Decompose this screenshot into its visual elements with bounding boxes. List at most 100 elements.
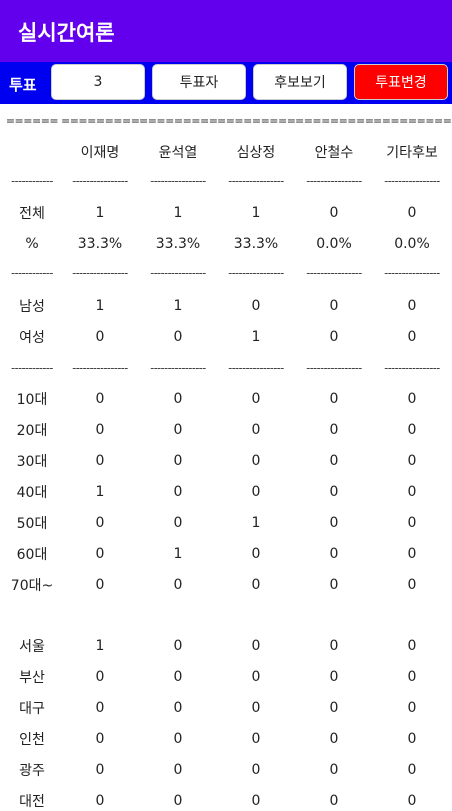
column-header: 윤석열 xyxy=(158,145,198,161)
separator: ---------------- xyxy=(150,266,206,280)
cell-value: 0 xyxy=(95,453,105,469)
cell-value: 0 xyxy=(407,669,417,685)
separator: ---------------- xyxy=(150,174,206,188)
cell-value: 0 xyxy=(329,577,339,593)
separator: ========= xyxy=(61,114,139,128)
cell-value: 0 xyxy=(95,762,105,778)
cell-value: 0 xyxy=(251,577,261,593)
cell-value: 0 xyxy=(329,546,339,562)
row-label: 광주 xyxy=(19,763,45,779)
separator: ========= xyxy=(217,114,295,128)
cell-value: 0 xyxy=(95,546,105,562)
cell-value: 0 xyxy=(329,422,339,438)
cell-value: 0 xyxy=(251,298,261,314)
row-label: 남성 xyxy=(19,299,45,315)
cell-value: 0 xyxy=(173,422,183,438)
cell-value: 0 xyxy=(173,762,183,778)
cell-value: 1 xyxy=(95,484,105,500)
separator: ====== xyxy=(5,114,59,128)
row-label: 대구 xyxy=(19,701,45,717)
cell-value: 0 xyxy=(173,453,183,469)
cell-value: 1 xyxy=(173,205,183,221)
cell-value: 0 xyxy=(251,484,261,500)
cell-value: 0 xyxy=(329,669,339,685)
candidates-button[interactable]: 후보보기 xyxy=(253,64,347,100)
row-label: 인천 xyxy=(19,732,45,748)
cell-value: 0 xyxy=(173,577,183,593)
row-label: 서울 xyxy=(19,639,45,655)
change-vote-button[interactable]: 투표변경 xyxy=(354,64,448,100)
cell-value: 0 xyxy=(95,731,105,747)
cell-value: 0 xyxy=(407,700,417,716)
row-label: 70대~ xyxy=(10,578,54,594)
row-label: 10대 xyxy=(16,392,48,408)
cell-value: 0.0% xyxy=(394,236,430,252)
cell-value: 0 xyxy=(407,793,417,809)
row-label: 50대 xyxy=(16,516,48,532)
separator: ---------------- xyxy=(228,361,284,375)
cell-value: 0 xyxy=(407,546,417,562)
separator: ------------ xyxy=(11,361,53,375)
cell-value: 0 xyxy=(95,793,105,809)
cell-value: 0 xyxy=(173,700,183,716)
cell-value: 0 xyxy=(95,329,105,345)
cell-value: 0 xyxy=(407,298,417,314)
app-title: 실시간여론 xyxy=(18,21,115,45)
cell-value: 0 xyxy=(329,329,339,345)
separator: ---------------- xyxy=(306,266,362,280)
cell-value: 0 xyxy=(329,762,339,778)
column-header: 안철수 xyxy=(314,145,354,161)
cell-value: 0 xyxy=(173,515,183,531)
cell-value: 1 xyxy=(95,298,105,314)
cell-value: 0 xyxy=(251,546,261,562)
cell-value: 0 xyxy=(251,638,261,654)
row-label: 전체 xyxy=(19,206,45,222)
cell-value: 0 xyxy=(407,391,417,407)
cell-value: 0 xyxy=(329,298,339,314)
separator: ---------------- xyxy=(384,361,440,375)
cell-value: 0 xyxy=(173,391,183,407)
row-label: 60대 xyxy=(16,547,48,563)
cell-value: 0 xyxy=(95,700,105,716)
cell-value: 0 xyxy=(329,731,339,747)
separator: ---------------- xyxy=(228,266,284,280)
separator: ---------------- xyxy=(306,361,362,375)
cell-value: 0 xyxy=(173,793,183,809)
separator: ---------------- xyxy=(150,361,206,375)
cell-value: 0 xyxy=(95,391,105,407)
cell-value: 0 xyxy=(407,329,417,345)
cell-value: 33.3% xyxy=(77,236,123,252)
cell-value: 0 xyxy=(95,669,105,685)
cell-value: 0 xyxy=(173,484,183,500)
row-label: % xyxy=(25,236,39,252)
separator: ---------------- xyxy=(384,174,440,188)
cell-value: 0 xyxy=(173,669,183,685)
voters-button[interactable]: 투표자 xyxy=(152,64,246,100)
cell-value: 0 xyxy=(173,329,183,345)
cell-value: 0 xyxy=(407,422,417,438)
cell-value: 0 xyxy=(329,453,339,469)
row-label: 부산 xyxy=(19,670,45,686)
cell-value: 0 xyxy=(251,731,261,747)
toolbar: 투표 3 투표자 후보보기 투표변경 xyxy=(0,62,452,104)
cell-value: 1 xyxy=(251,329,261,345)
cell-value: 0 xyxy=(95,577,105,593)
cell-value: 33.3% xyxy=(233,236,279,252)
separator: ---------------- xyxy=(72,361,128,375)
cell-value: 1 xyxy=(95,638,105,654)
separator: ---------------- xyxy=(72,174,128,188)
count-field[interactable]: 3 xyxy=(51,64,145,100)
cell-value: 0 xyxy=(407,453,417,469)
cell-value: 0 xyxy=(173,731,183,747)
vote-label: 투표 xyxy=(9,76,37,94)
cell-value: 0 xyxy=(173,638,183,654)
cell-value: 0 xyxy=(251,700,261,716)
cell-value: 0 xyxy=(95,422,105,438)
column-header: 이재명 xyxy=(80,145,120,161)
cell-value: 0 xyxy=(329,700,339,716)
cell-value: 0 xyxy=(329,515,339,531)
cell-value: 1 xyxy=(251,205,261,221)
cell-value: 1 xyxy=(173,298,183,314)
cell-value: 0 xyxy=(329,793,339,809)
